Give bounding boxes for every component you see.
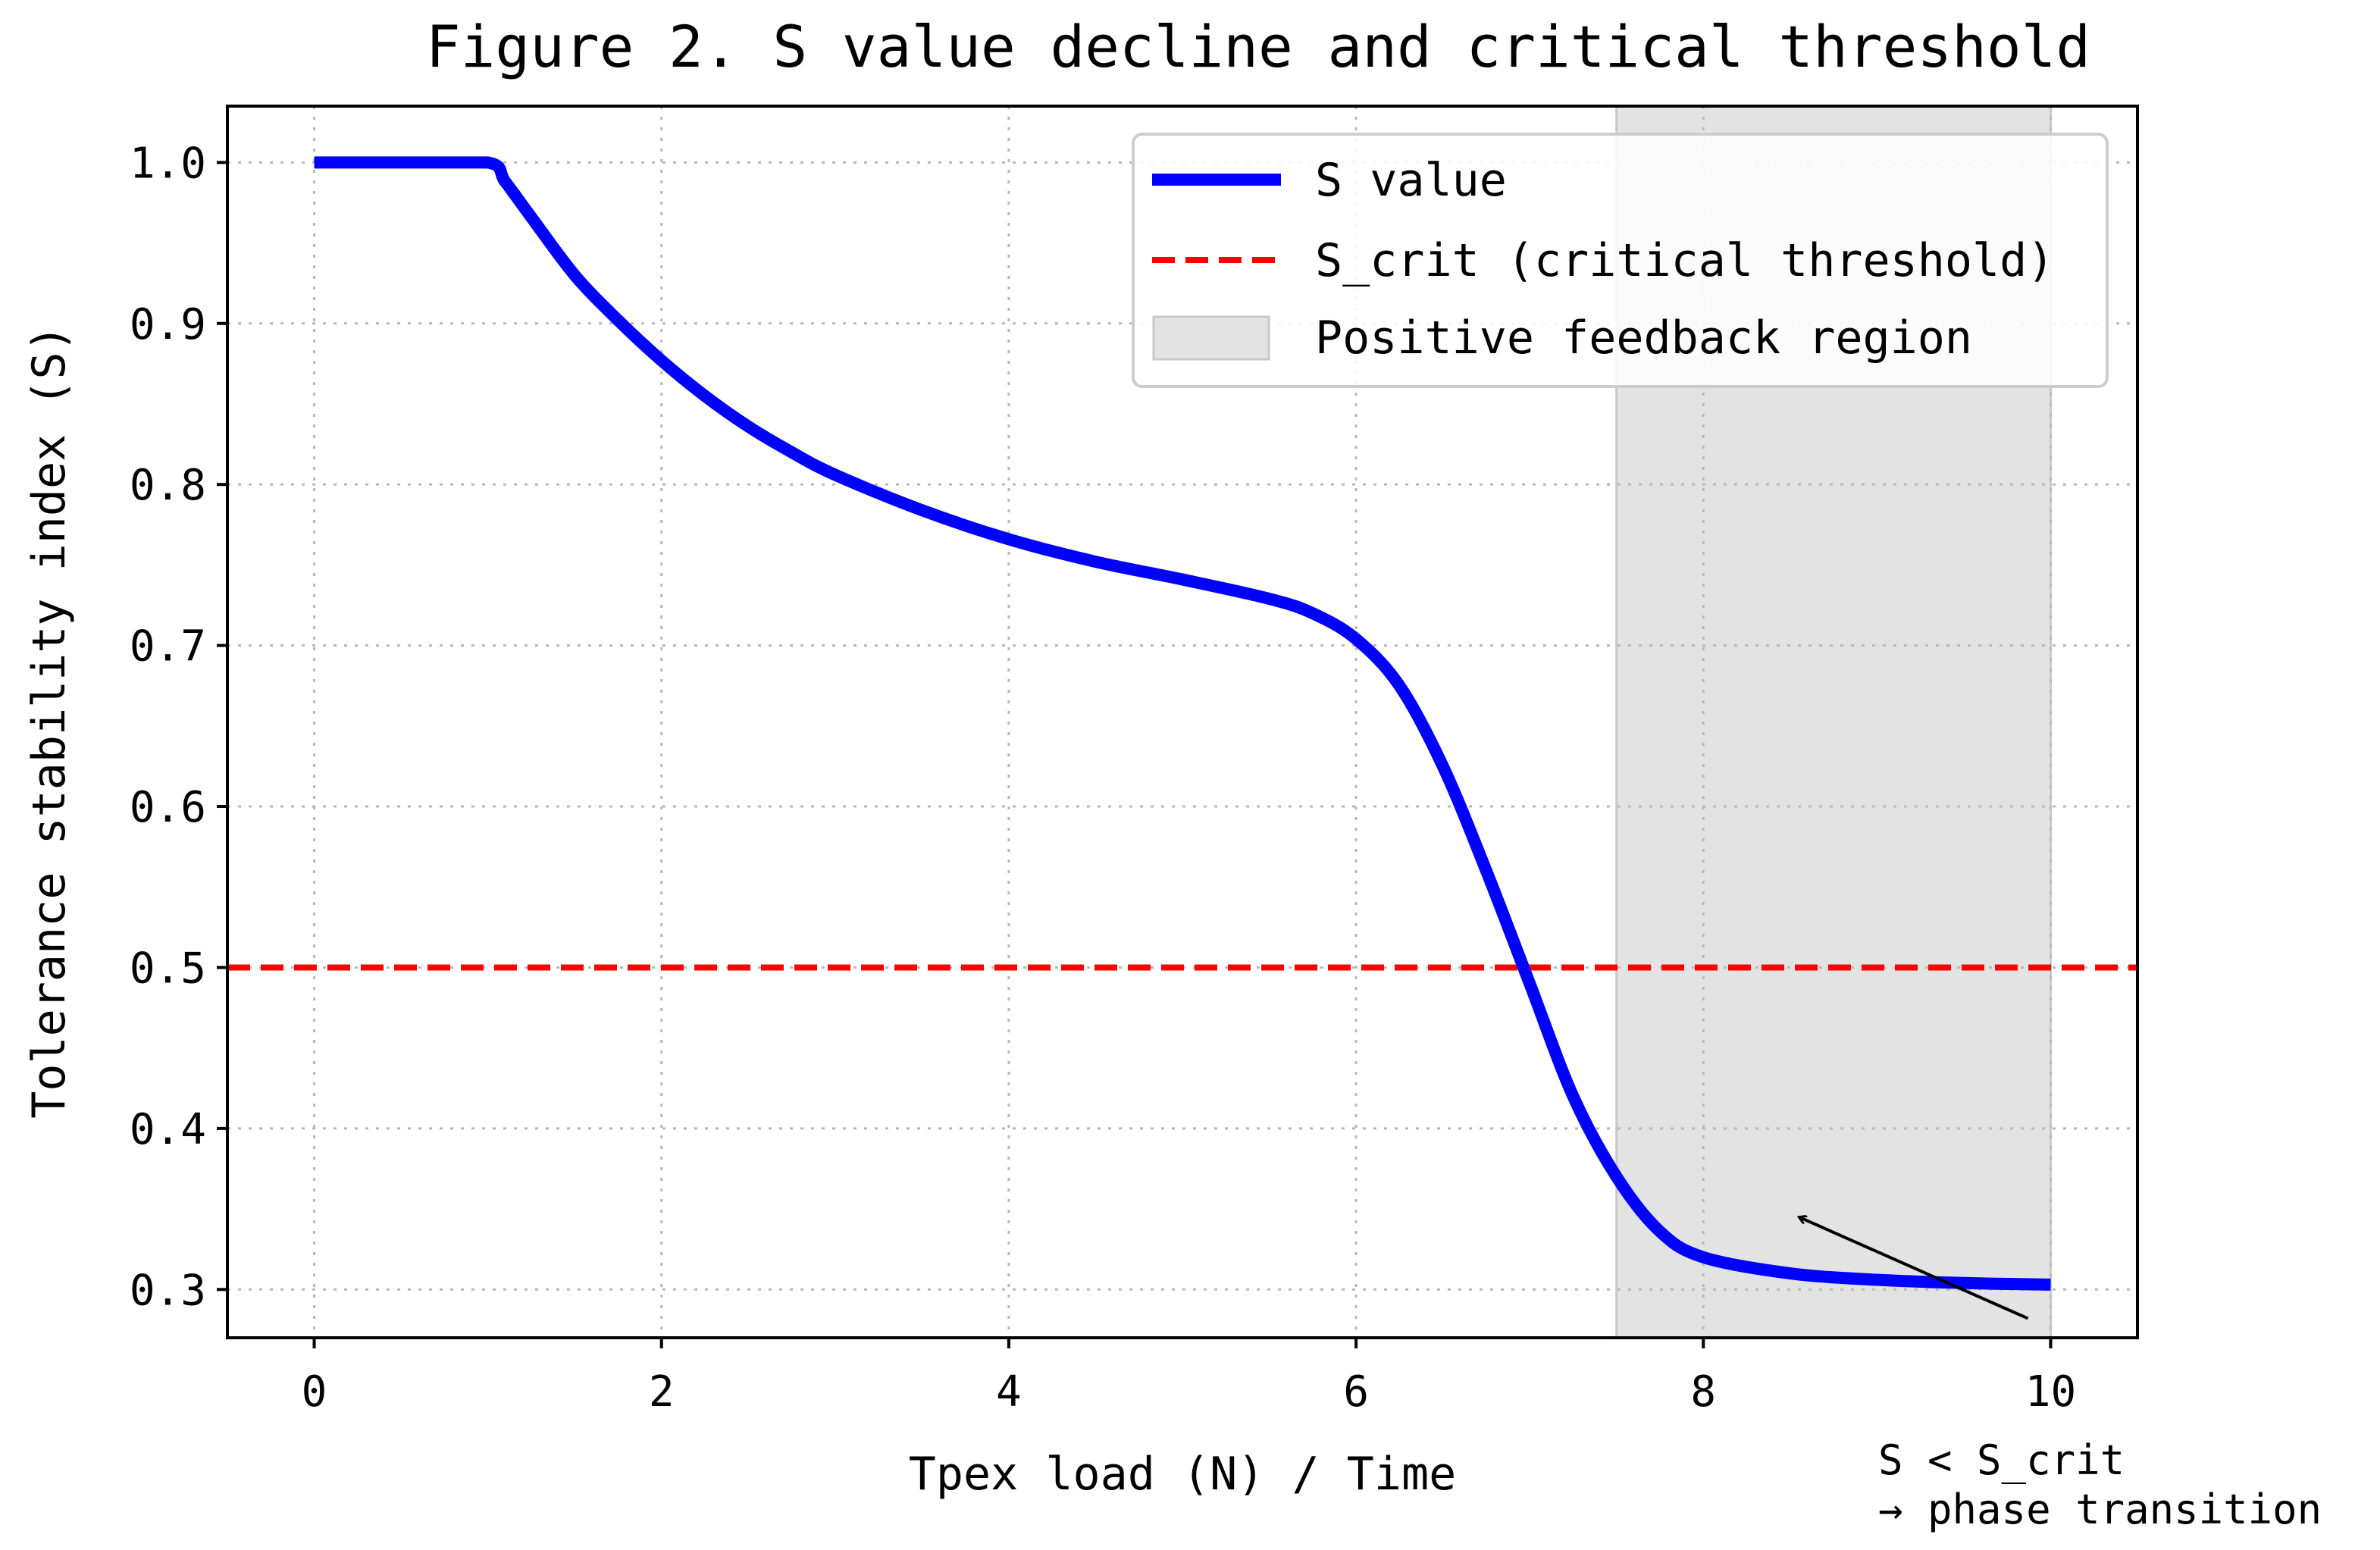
x-tick-label: 4 xyxy=(996,1367,1022,1417)
y-tick-label: 0.6 xyxy=(130,783,206,832)
x-tick-label: 0 xyxy=(302,1367,327,1417)
plot-frame xyxy=(226,105,2139,1339)
annotation-text-line1: S < S_crit xyxy=(1878,1436,2125,1484)
x-tick-label: 2 xyxy=(649,1367,675,1417)
legend-label-positive-feedback: Positive feedback region xyxy=(1315,312,1972,365)
y-tick-label: 0.4 xyxy=(130,1105,206,1154)
legend-swatch-positive-feedback xyxy=(1152,315,1270,361)
legend-label-s-value: S value xyxy=(1315,154,1507,207)
x-tick-label: 6 xyxy=(1343,1367,1369,1417)
x-axis-label: Tpex load (N) / Time xyxy=(909,1448,1456,1501)
series-s-value-line xyxy=(314,156,2051,1291)
y-tick-label: 0.9 xyxy=(130,300,206,349)
x-axis-ticks: 0 2 4 6 8 10 xyxy=(302,1338,2076,1417)
annotation-arrow xyxy=(1799,1217,2029,1320)
series-layer xyxy=(227,156,2137,1291)
chart-title: Figure 2. S value decline and critical t… xyxy=(426,13,2090,80)
y-tick-label: 0.8 xyxy=(130,461,206,510)
y-tick-label: 0.5 xyxy=(130,944,206,993)
y-axis-label: Tolerance stability index (S) xyxy=(23,324,76,1119)
y-tick-label: 0.7 xyxy=(130,622,206,672)
legend-box xyxy=(1132,133,2109,388)
y-axis-ticks: 1.0 0.9 0.8 0.7 0.6 0.5 0.4 0.3 xyxy=(130,139,227,1315)
annotation-text-line2: → phase transition xyxy=(1878,1486,2322,1533)
legend-label-s-crit: S_crit (critical threshold) xyxy=(1315,234,2054,287)
legend: S value S_crit (critical threshold) Posi… xyxy=(1132,133,2109,388)
y-tick-label: 1.0 xyxy=(130,139,206,188)
x-tick-label: 10 xyxy=(2025,1367,2076,1417)
annotation-phase-transition: S < S_crit → phase transition xyxy=(1799,1217,2322,1533)
y-tick-label: 0.3 xyxy=(130,1266,206,1315)
x-tick-label: 8 xyxy=(1690,1367,1716,1417)
